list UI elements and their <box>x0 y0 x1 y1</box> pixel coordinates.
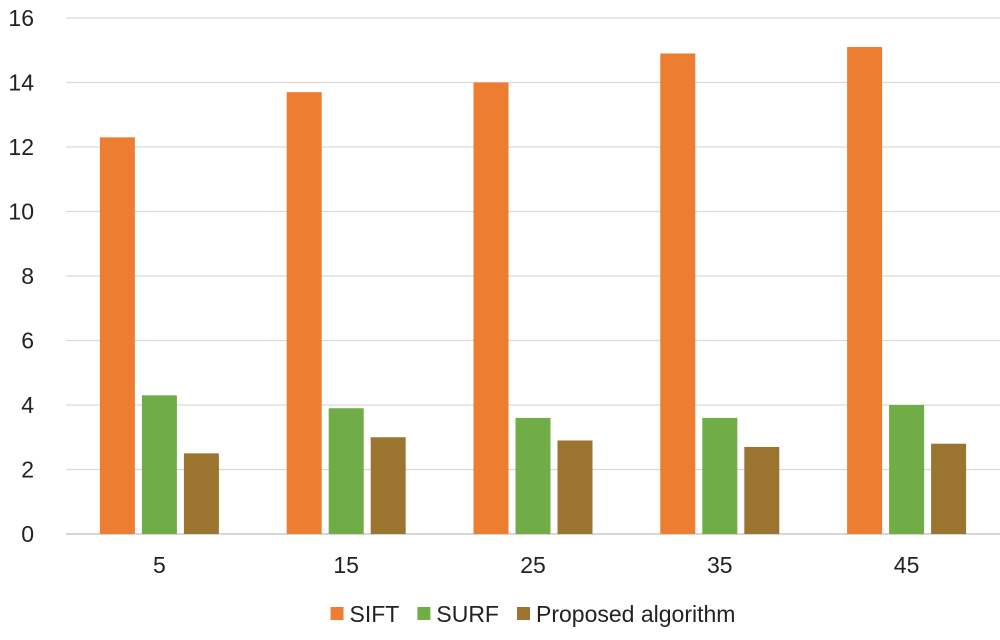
bar-sift-15 <box>286 92 322 535</box>
legend-swatch <box>517 607 531 620</box>
y-tick-label: 8 <box>21 263 34 289</box>
bar-proposed-algorithm-25 <box>557 440 593 534</box>
bar-proposed-algorithm-5 <box>183 453 219 534</box>
bar-surf-25 <box>515 417 551 534</box>
legend: SIFT SURF Proposed algorithm <box>330 601 735 627</box>
x-tick-label: 5 <box>153 552 166 578</box>
y-tick-label: 4 <box>21 392 34 418</box>
bar-sift-5 <box>99 137 135 534</box>
legend-label: Proposed algorithm <box>536 601 735 627</box>
gridlines <box>66 17 1000 535</box>
x-tick-label: 25 <box>520 552 546 578</box>
x-tick-label: 15 <box>333 552 359 578</box>
y-tick-label: 16 <box>8 5 34 31</box>
y-tick-label: 6 <box>21 328 34 354</box>
legend-item-surf: SURF <box>417 601 499 627</box>
legend-item-proposed-algorithm: Proposed algorithm <box>517 601 735 627</box>
bar-sift-45 <box>847 47 883 535</box>
y-tick-label: 10 <box>8 199 34 225</box>
y-tick-label: 2 <box>21 457 34 483</box>
bar-surf-45 <box>889 405 925 534</box>
bar-surf-15 <box>328 408 364 534</box>
legend-label: SURF <box>436 601 499 627</box>
bar-proposed-algorithm-15 <box>370 437 406 534</box>
bars <box>99 47 967 535</box>
bar-proposed-algorithm-35 <box>744 446 780 534</box>
x-tick-label: 35 <box>707 552 733 578</box>
legend-swatch <box>330 607 344 620</box>
y-tick-label: 14 <box>8 70 34 96</box>
legend-label: SIFT <box>350 601 400 627</box>
legend-swatch <box>417 607 431 620</box>
bar-sift-25 <box>473 82 509 534</box>
y-axis-ticks: 0 2 4 6 8 10 12 14 16 <box>8 5 34 547</box>
bar-sift-35 <box>660 53 696 534</box>
x-axis-ticks: 5 15 25 35 45 <box>153 552 919 578</box>
bar-surf-5 <box>141 395 177 534</box>
y-tick-label: 12 <box>8 134 34 160</box>
bar-proposed-algorithm-45 <box>931 443 967 534</box>
bar-surf-35 <box>702 417 738 534</box>
legend-item-sift: SIFT <box>330 601 400 627</box>
x-tick-label: 45 <box>894 552 920 578</box>
y-tick-label: 0 <box>21 521 34 547</box>
